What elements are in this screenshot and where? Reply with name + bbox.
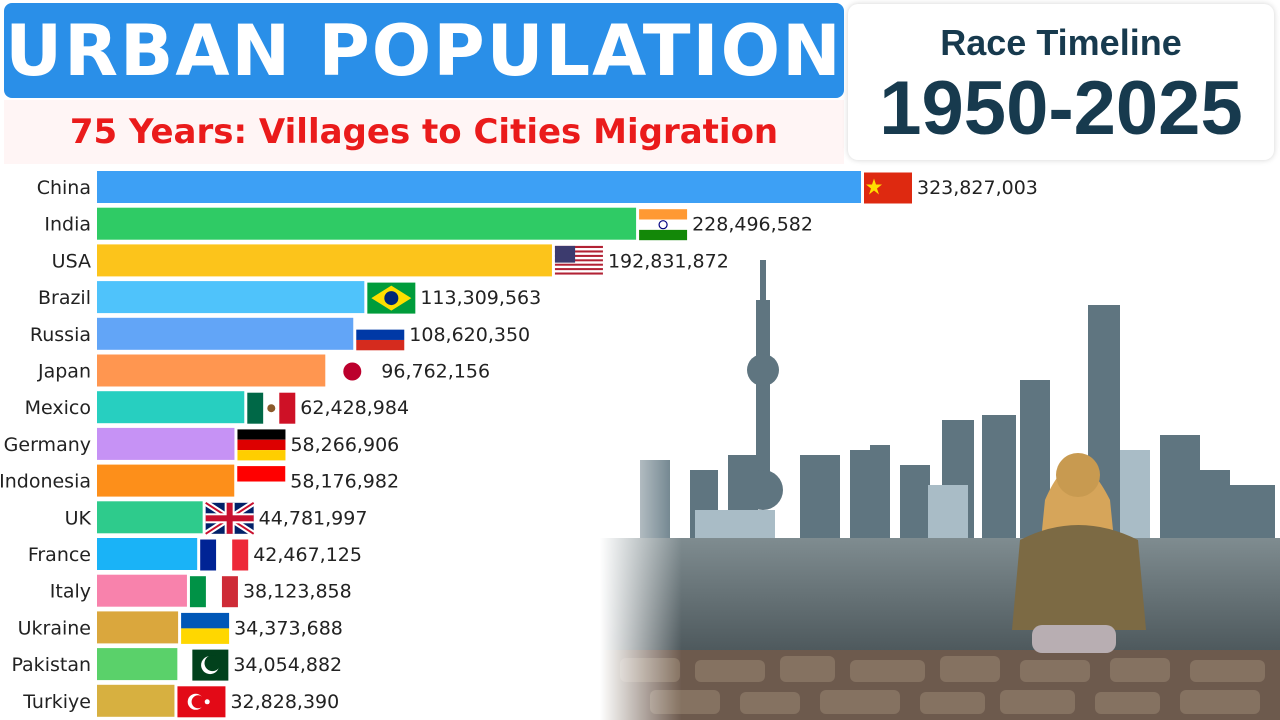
- category-label-brazil: Brazil: [38, 287, 91, 309]
- timeline-box: Race Timeline 1950-2025: [848, 4, 1274, 160]
- category-label-france: France: [28, 544, 91, 566]
- bar-turkiye: [97, 684, 175, 717]
- timeline-years: 1950-2025: [879, 66, 1243, 151]
- value-label-ukraine: 34,373,688: [234, 617, 343, 639]
- timeline-label: Race Timeline: [940, 22, 1182, 63]
- bar-usa: [97, 244, 552, 277]
- subtitle-strip: 75 Years: Villages to Cities Migration: [4, 100, 844, 164]
- india-flag-icon: [639, 209, 688, 241]
- bar-brazil: [97, 281, 365, 314]
- category-label-italy: Italy: [50, 581, 91, 603]
- mexico-flag-icon: [247, 392, 296, 424]
- germany-flag-icon: [237, 429, 286, 461]
- value-label-india: 228,496,582: [692, 214, 813, 236]
- value-label-pakistan: 34,054,882: [233, 654, 342, 676]
- value-label-brazil: 113,309,563: [420, 287, 541, 309]
- value-label-uk: 44,781,997: [259, 507, 368, 529]
- category-label-uk: UK: [65, 507, 92, 529]
- bar-indonesia: [97, 464, 235, 497]
- value-label-usa: 192,831,872: [608, 250, 729, 272]
- france-flag-icon: [200, 539, 249, 571]
- category-label-usa: USA: [52, 250, 91, 272]
- value-label-france: 42,467,125: [253, 544, 362, 566]
- bar-uk: [97, 501, 203, 534]
- value-label-mexico: 62,428,984: [300, 397, 409, 419]
- brazil-flag-icon: [367, 282, 416, 314]
- russia-flag-icon: [356, 319, 405, 351]
- value-label-germany: 58,266,906: [290, 434, 399, 456]
- pakistan-flag-icon: [180, 649, 229, 681]
- category-label-indonesia: Indonesia: [0, 471, 91, 493]
- italy-flag-icon: [189, 576, 238, 608]
- bar-japan: [97, 354, 326, 387]
- bar-mexico: [97, 391, 245, 424]
- indonesia-flag-icon: [237, 466, 286, 498]
- category-label-pakistan: Pakistan: [11, 654, 91, 676]
- category-label-turkiye: Turkiye: [22, 691, 91, 713]
- uk-flag-icon: [204, 500, 256, 537]
- ukraine-flag-icon: [181, 612, 230, 644]
- bar-china: [97, 171, 861, 203]
- city-skyline-illustration: [600, 240, 1280, 720]
- japan-flag-icon: [328, 356, 377, 387]
- bar-india: [97, 207, 637, 240]
- category-label-russia: Russia: [30, 324, 91, 346]
- category-label-germany: Germany: [4, 434, 91, 456]
- china-flag-icon: [864, 172, 912, 204]
- chart-title: URBAN POPULATION: [5, 10, 843, 92]
- bar-ukraine: [97, 611, 179, 644]
- bar-germany: [97, 427, 235, 460]
- bar-pakistan: [97, 648, 178, 681]
- value-label-italy: 38,123,858: [243, 581, 352, 603]
- value-label-china: 323,827,003: [917, 177, 1038, 199]
- title-banner: URBAN POPULATION: [4, 3, 844, 98]
- value-label-turkiye: 32,828,390: [230, 691, 339, 713]
- value-label-japan: 96,762,156: [381, 361, 490, 383]
- category-label-japan: Japan: [37, 361, 91, 383]
- category-label-india: India: [44, 214, 91, 236]
- usa-flag-icon: [554, 245, 603, 277]
- bar-russia: [97, 317, 354, 350]
- value-label-indonesia: 58,176,982: [290, 471, 399, 493]
- value-label-russia: 108,620,350: [409, 324, 530, 346]
- bar-france: [97, 538, 198, 570]
- category-label-mexico: Mexico: [25, 397, 91, 419]
- chart-subtitle: 75 Years: Villages to Cities Migration: [69, 112, 779, 152]
- bar-italy: [97, 574, 187, 607]
- category-label-ukraine: Ukraine: [18, 617, 91, 639]
- turkiye-flag-icon: [177, 686, 226, 718]
- category-label-china: China: [37, 177, 91, 199]
